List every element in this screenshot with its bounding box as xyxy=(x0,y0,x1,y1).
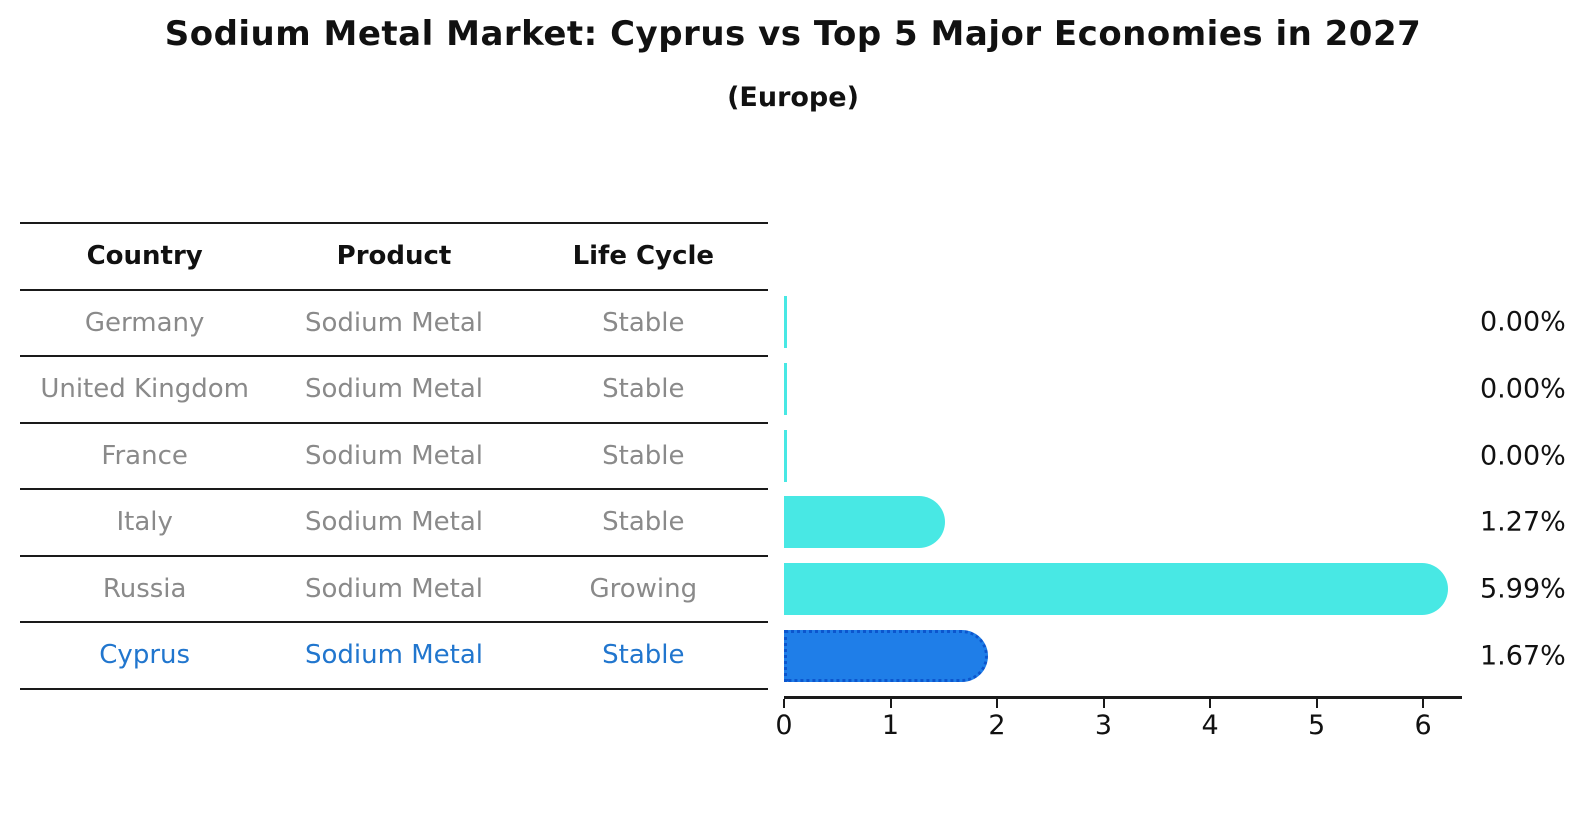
table-cell-product: Sodium Metal xyxy=(304,374,483,405)
table-cell-country: Italy xyxy=(116,507,173,538)
x-axis-tick-label: 5 xyxy=(1307,710,1326,741)
table-cell-product: Sodium Metal xyxy=(304,440,483,471)
table-row: France Sodium Metal Stable xyxy=(20,424,768,490)
bar xyxy=(784,629,988,682)
bar-row xyxy=(784,356,1455,423)
bar-value-label: 5.99% xyxy=(1480,573,1566,605)
bar xyxy=(784,562,1448,615)
table-header-cell: Life Cycle xyxy=(572,241,715,272)
x-axis-tick xyxy=(783,699,785,708)
bar-value-label: 0.00% xyxy=(1480,440,1566,472)
bar-row xyxy=(784,289,1455,356)
bar xyxy=(784,362,787,415)
table-row: Italy Sodium Metal Stable xyxy=(20,490,768,557)
table-cell-life-cycle: Stable xyxy=(602,640,685,671)
bar-row xyxy=(784,489,1455,556)
x-axis-tick xyxy=(1315,699,1318,708)
table-cell-life-cycle: Stable xyxy=(602,507,685,538)
bar-row xyxy=(784,422,1455,489)
table-cell-country: France xyxy=(101,440,188,471)
bar xyxy=(784,496,946,549)
table-cell-product: Sodium Metal xyxy=(304,573,483,604)
bar-value-label: 1.67% xyxy=(1480,640,1566,672)
table-header-cell: Country xyxy=(86,241,203,272)
x-axis-tick-label: 6 xyxy=(1414,710,1432,741)
table-row: Cyprus Sodium Metal Stable xyxy=(20,623,768,690)
table-row: Russia Sodium Metal Growing xyxy=(20,557,768,623)
table-header-cell: Product xyxy=(336,241,452,272)
x-axis-tick xyxy=(1422,699,1425,708)
country-table: Country Product Life Cycle Germany Sodium M… xyxy=(20,222,768,690)
table-row: Germany Sodium Metal Stable xyxy=(20,291,768,357)
table-cell-country: Russia xyxy=(102,573,187,604)
table-cell-product: Sodium Metal xyxy=(304,640,483,671)
x-axis-tick-label: 3 xyxy=(1094,710,1113,741)
table-cell-country: United Kingdom xyxy=(40,374,249,405)
bar-chart xyxy=(784,289,1455,689)
table-cell-life-cycle: Stable xyxy=(602,307,685,338)
x-axis-tick-label: 4 xyxy=(1201,710,1219,741)
bar-value-label: 0.00% xyxy=(1480,306,1566,338)
table-cell-life-cycle: Stable xyxy=(602,440,685,471)
bar-row xyxy=(784,622,1455,689)
x-axis-line xyxy=(784,696,1462,699)
x-axis-tick-label: 0 xyxy=(775,710,793,741)
table-cell-country: Cyprus xyxy=(99,640,191,671)
bar xyxy=(784,296,787,349)
x-axis-tick-label: 2 xyxy=(988,710,1006,741)
x-axis-tick-label: 1 xyxy=(881,710,900,741)
x-axis-tick xyxy=(889,699,892,708)
table-header-row: Country Product Life Cycle xyxy=(20,224,768,291)
table-cell-product: Sodium Metal xyxy=(304,507,483,538)
bar-row xyxy=(784,556,1455,623)
x-axis-tick xyxy=(996,699,999,708)
table-cell-life-cycle: Stable xyxy=(602,374,685,405)
page-subtitle: (Europe) xyxy=(727,82,859,113)
table-row: United Kingdom Sodium Metal Stable xyxy=(20,357,768,424)
bar xyxy=(784,429,787,482)
table-cell-country: Germany xyxy=(84,307,205,338)
table-cell-product: Sodium Metal xyxy=(304,307,483,338)
x-axis-tick xyxy=(1102,699,1105,708)
page-title: Sodium Metal Market: Cyprus vs Top 5 Maj… xyxy=(164,14,1422,54)
bar-value-label: 0.00% xyxy=(1480,373,1566,405)
table-cell-life-cycle: Growing xyxy=(589,573,698,604)
bar-value-label: 1.27% xyxy=(1480,506,1566,538)
x-axis-tick xyxy=(1209,699,1212,708)
